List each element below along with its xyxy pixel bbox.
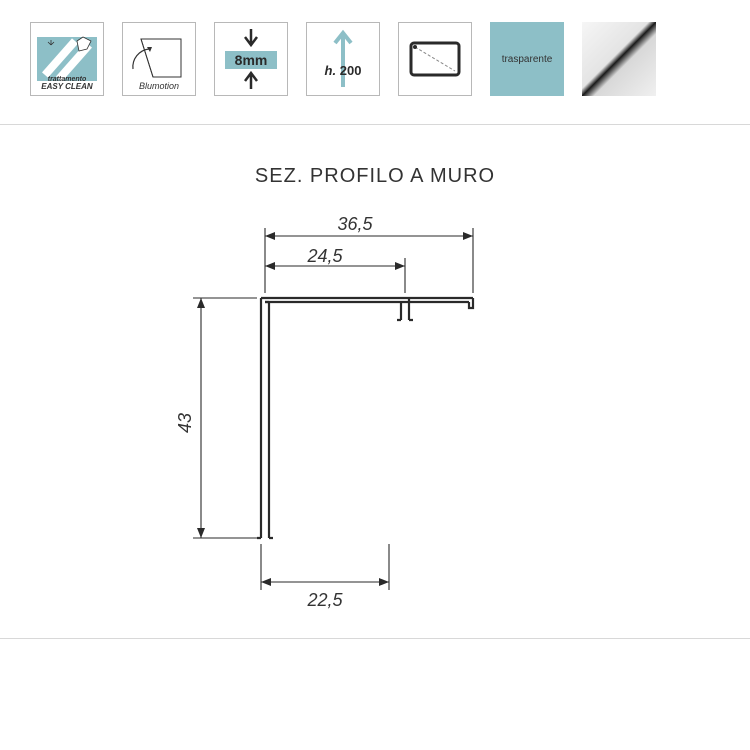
easyclean-caption: trattamento EASY CLEAN xyxy=(31,75,103,91)
diagram-svg: 36,5 24,5 43 22,5 xyxy=(95,198,655,628)
height-icon: h. 200 xyxy=(306,22,380,96)
blumotion-caption: Blumotion xyxy=(123,82,195,91)
trasparente-caption: trasparente xyxy=(502,54,553,65)
tray-icon xyxy=(398,22,472,96)
chrome-swatch xyxy=(582,22,656,96)
height-svg xyxy=(307,23,379,95)
dim-top-outer: 36,5 xyxy=(337,214,373,234)
technical-diagram: 36,5 24,5 43 22,5 xyxy=(0,198,750,638)
blumotion-svg xyxy=(123,29,195,89)
tray-svg xyxy=(399,23,471,95)
blumotion-icon: Blumotion xyxy=(122,22,196,96)
separator-top xyxy=(0,124,750,125)
diagram-title: SEZ. PROFILO A MURO xyxy=(0,165,750,188)
dim-height: 43 xyxy=(175,413,195,433)
dim-bottom: 22,5 xyxy=(306,590,343,610)
trasparente-swatch: trasparente xyxy=(490,22,564,96)
separator-bottom xyxy=(0,638,750,639)
thickness-value: 8mm xyxy=(215,52,287,68)
feature-icons-row: trattamento EASY CLEAN Blumotion 8mm h. xyxy=(0,0,750,114)
easyclean-icon: trattamento EASY CLEAN xyxy=(30,22,104,96)
height-value: h. 200 xyxy=(307,63,379,78)
dim-top-inner: 24,5 xyxy=(306,246,343,266)
chrome-svg xyxy=(582,22,656,96)
thickness-icon: 8mm xyxy=(214,22,288,96)
